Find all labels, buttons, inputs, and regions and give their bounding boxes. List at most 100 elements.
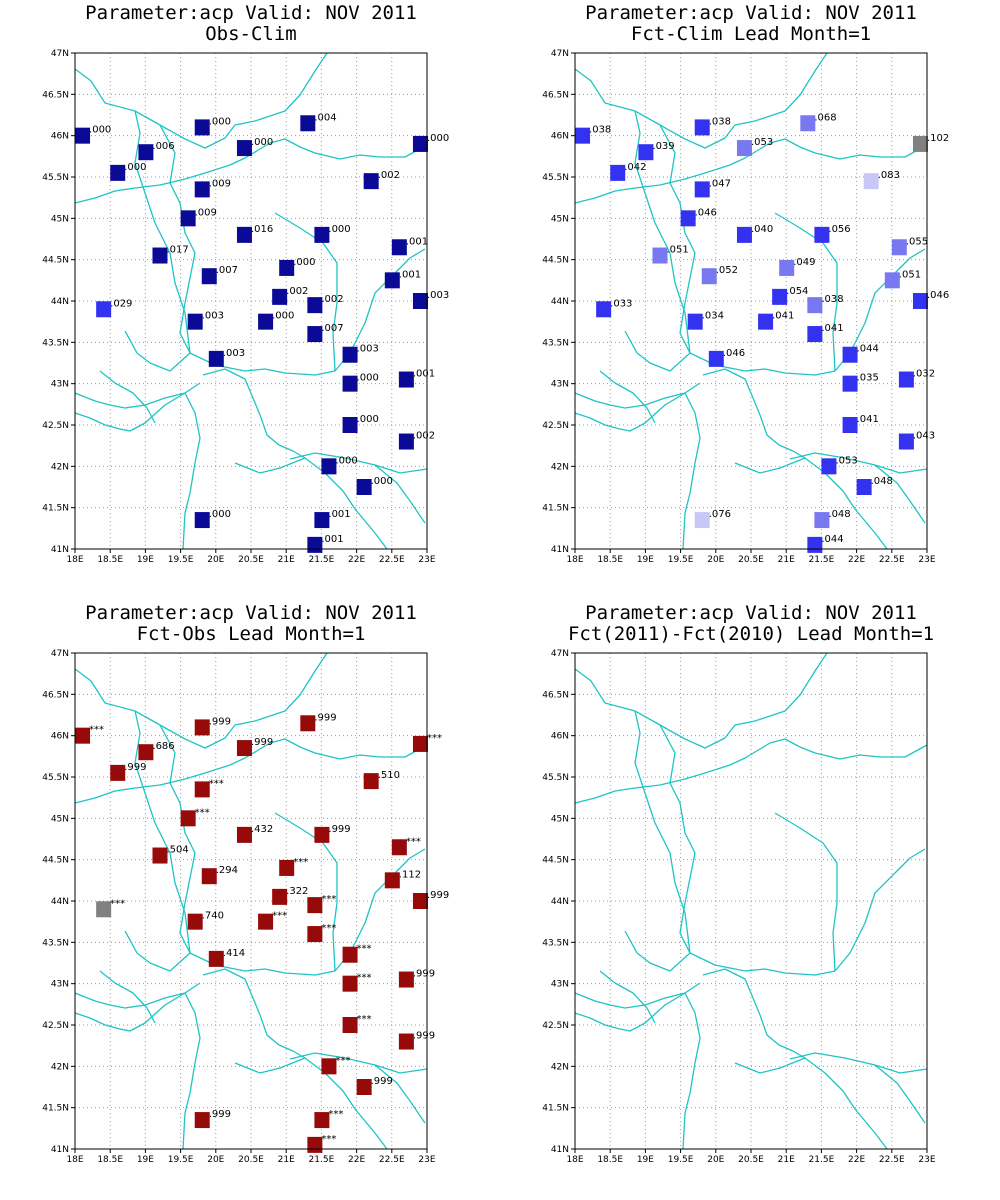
station-marker [314, 1112, 330, 1129]
station-marker [307, 926, 323, 943]
station-value-label: .000 [371, 476, 393, 487]
y-tick-label: 44.5N [542, 256, 569, 266]
station-marker [321, 1058, 337, 1075]
y-tick-label: 41N [551, 1145, 569, 1155]
x-tick-label: 20E [707, 1155, 724, 1165]
station-value-label: .049 [793, 257, 815, 268]
station-marker [342, 375, 358, 392]
station-marker [384, 872, 400, 889]
station-value-label: .002 [413, 431, 435, 442]
y-tick-label: 46N [551, 132, 569, 142]
y-tick-label: 43N [551, 980, 569, 990]
station-marker [412, 893, 428, 909]
station-value-label: .000 [209, 509, 231, 520]
station-value-label: .999 [314, 712, 336, 723]
y-tick-label: 45.5N [42, 773, 69, 783]
panels-root: Parameter:acp Valid: NOV 2011Obs-Clim18E… [42, 2, 949, 1165]
station-value-label: .000 [293, 257, 315, 268]
station-marker [272, 888, 288, 905]
x-tick-label: 21.5E [809, 1155, 835, 1165]
x-tick-label: 19E [137, 1155, 154, 1165]
x-tick-label: 22.5E [879, 555, 905, 565]
station-marker [342, 975, 358, 992]
station-value-label: .046 [695, 207, 717, 218]
station-value-label: .504 [166, 845, 188, 856]
station-marker [694, 181, 710, 198]
station-value-label: *** [357, 1014, 372, 1025]
map-panel: Parameter:acp Valid: NOV 2011Fct(2011)-F… [542, 602, 936, 1165]
station-marker [807, 297, 823, 314]
y-tick-label: 43N [51, 380, 69, 390]
station-value-label: .510 [378, 770, 400, 781]
y-tick-label: 41N [51, 545, 69, 555]
station-value-label: .039 [652, 141, 674, 152]
station-value-label: .035 [857, 373, 879, 384]
x-tick-label: 20E [707, 555, 724, 565]
station-marker [863, 173, 879, 190]
station-marker [398, 433, 414, 450]
station-marker [236, 826, 252, 843]
station-value-label: *** [328, 1109, 343, 1120]
station-value-label: .001 [399, 269, 421, 280]
station-value-label: .002 [321, 294, 343, 305]
station-marker [912, 135, 928, 152]
station-marker [687, 313, 703, 330]
station-marker [842, 417, 858, 433]
station-marker [772, 288, 788, 305]
station-marker [412, 135, 428, 152]
station-marker [194, 781, 210, 798]
station-marker [314, 512, 330, 529]
x-tick-label: 22E [848, 555, 865, 565]
station-value-label: .046 [723, 348, 745, 359]
station-marker [187, 313, 203, 330]
station-marker [596, 301, 612, 318]
station-value-label: .322 [286, 886, 308, 897]
x-tick-label: 23E [918, 555, 935, 565]
station-marker [652, 247, 668, 264]
station-value-label: .046 [927, 290, 949, 301]
station-value-label: .007 [216, 265, 238, 276]
station-value-label: .003 [223, 348, 245, 359]
station-marker [821, 458, 837, 475]
station-value-label: .003 [202, 311, 224, 322]
station-value-label: .041 [821, 323, 843, 334]
station-marker [694, 512, 710, 529]
station-marker [363, 173, 379, 190]
station-marker [152, 847, 168, 864]
y-tick-label: 43N [551, 380, 569, 390]
station-marker [307, 536, 323, 553]
station-marker [208, 950, 224, 967]
y-tick-label: 41.5N [542, 1104, 569, 1114]
station-marker [314, 226, 330, 243]
station-value-label: .038 [821, 294, 843, 305]
station-marker [701, 268, 717, 285]
station-value-label: *** [209, 778, 224, 789]
y-tick-label: 42.5N [42, 1021, 69, 1031]
station-marker [891, 239, 907, 256]
y-tick-label: 43.5N [542, 938, 569, 948]
y-tick-label: 43.5N [542, 338, 569, 348]
station-value-label: .041 [857, 414, 879, 425]
map-frame [74, 52, 428, 550]
station-value-label: *** [357, 944, 372, 955]
station-value-label: .000 [209, 116, 231, 127]
station-marker [884, 272, 900, 289]
station-marker [610, 164, 626, 181]
x-tick-label: 18E [566, 1155, 583, 1165]
station-marker [194, 512, 210, 529]
x-tick-label: 22.5E [879, 1155, 905, 1165]
station-marker [342, 946, 358, 963]
station-value-label: .004 [314, 112, 336, 123]
station-marker [279, 259, 295, 276]
station-marker [638, 144, 654, 161]
station-value-label: .000 [328, 224, 350, 235]
station-marker [138, 744, 154, 761]
x-tick-label: 18.5E [597, 555, 623, 565]
station-value-label: .000 [89, 125, 111, 136]
station-marker [398, 971, 414, 988]
station-marker [363, 773, 379, 790]
x-tick-label: 21.5E [809, 555, 835, 565]
station-value-label: *** [321, 1134, 336, 1145]
